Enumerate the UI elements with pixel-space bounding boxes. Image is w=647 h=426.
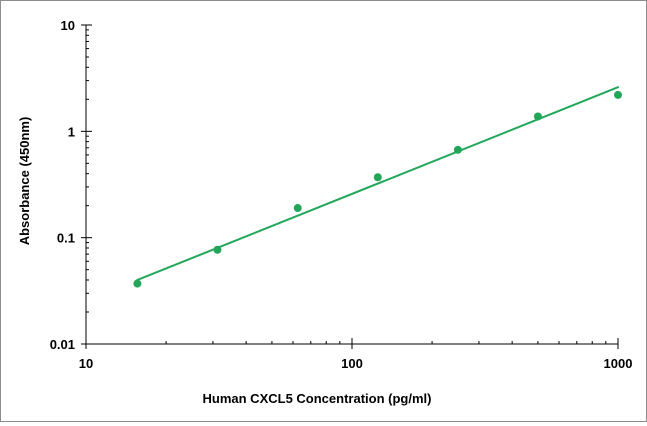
x-tick-label: 10 [79, 356, 93, 371]
x-axis-title: Human CXCL5 Concentration (pg/ml) [203, 391, 432, 406]
data-point [213, 245, 222, 254]
y-tick-label: 0.01 [50, 337, 75, 352]
y-major-ticks [81, 24, 92, 345]
y-tick-labels: 0.01 0.1 1 10 [50, 18, 75, 352]
x-tick-label: 1000 [604, 356, 633, 371]
x-major-ticks [85, 338, 619, 349]
data-point [133, 279, 142, 288]
data-point [533, 112, 542, 121]
x-tick-label: 100 [341, 356, 363, 371]
y-axis-title: Absorbance (450nm) [17, 117, 32, 246]
y-tick-label: 0.1 [57, 231, 75, 246]
data-point [373, 173, 382, 182]
y-minor-ticks [86, 29, 89, 313]
data-point [453, 145, 462, 154]
data-point [614, 90, 622, 99]
x-tick-labels: 10 100 1000 [79, 356, 633, 371]
x-minor-ticks [165, 341, 607, 344]
y-tick-label: 10 [61, 18, 75, 33]
fit-line-layer [136, 86, 619, 281]
data-point [293, 204, 302, 213]
y-tick-label: 1 [68, 124, 75, 139]
data-point-layer [133, 90, 622, 288]
axes [85, 25, 618, 345]
fit-line [136, 86, 619, 281]
